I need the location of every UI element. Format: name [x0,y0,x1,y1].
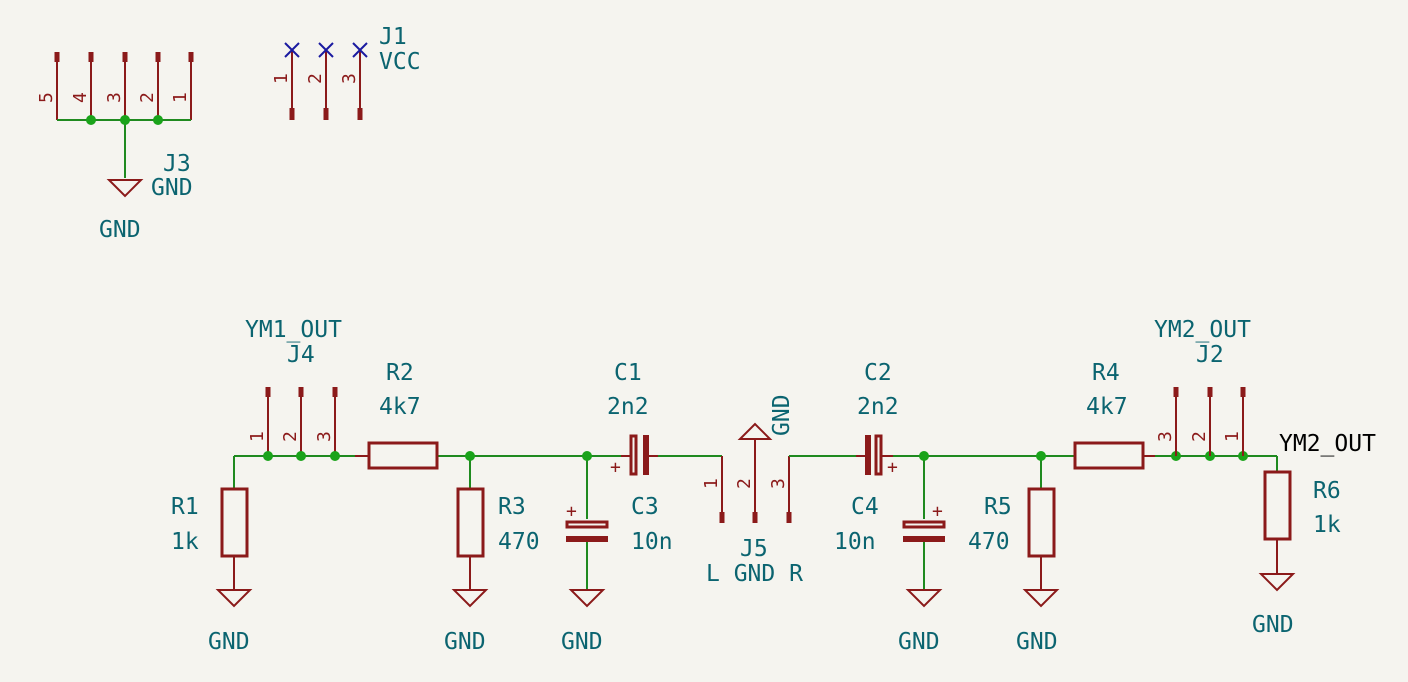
j3-pin-label: 3 [104,92,125,103]
j1-value: VCC [379,49,421,75]
no-connect-icon [352,42,368,58]
capacitor-c1[interactable]: + C1 2n2 [607,360,658,478]
gnd-label: GND [898,629,940,655]
junction-dot [582,451,592,461]
r6-ref: R6 [1313,478,1341,504]
gnd-symbol: GND [561,589,606,655]
j4-pin-label: 3 [314,431,335,442]
junction-dot [1036,451,1046,461]
j4-ref: J4 [287,342,315,368]
gnd-label: GND [1016,629,1058,655]
j1-pin-label: 2 [305,73,326,84]
junction-dot [86,115,96,125]
junction-dot [120,115,130,125]
j4-value: YM1_OUT [245,317,342,343]
connector-j1[interactable]: 1 2 3 J1 VCC [271,24,421,120]
connector-j2[interactable]: 3 2 1 YM2_OUT J2 [1154,317,1251,456]
r5-value: 470 [968,529,1010,555]
c4-ref: C4 [851,494,879,520]
junction-dot [919,451,929,461]
c4-value: 10n [834,529,876,555]
junction-dot [465,451,475,461]
j5-value: L GND R [706,561,803,587]
gnd-label: GND [769,394,795,436]
polarity-plus: + [566,501,577,522]
capacitor-c3[interactable]: + C3 10n [565,494,673,555]
r1-value: 1k [171,529,199,555]
gnd-symbol: GND [1252,573,1296,638]
resistor-r5[interactable]: R5 470 [968,487,1056,590]
connector-j3[interactable]: 5 4 3 2 1 J3 GND [36,52,194,201]
r1-ref: R1 [171,494,199,520]
r4-value: 4k7 [1086,394,1128,420]
j3-pin-label: 4 [70,92,91,103]
junction-dot [263,451,273,461]
j5-pin-label: 1 [701,478,722,489]
resistor-r3[interactable]: R3 470 [456,487,540,590]
gnd-label: GND [561,629,603,655]
resistor-r1[interactable]: R1 1k [171,487,249,590]
j4-pin-label: 1 [247,431,268,442]
gnd-symbol: GND [898,589,943,655]
j2-pin-label: 1 [1222,431,1243,442]
c2-value: 2n2 [857,394,899,420]
j3-ref: J3 [163,151,191,177]
r5-ref: R5 [984,494,1012,520]
j2-value: YM2_OUT [1154,317,1251,343]
j4-pin-label: 2 [280,431,301,442]
c2-ref: C2 [864,360,892,386]
j1-pin-label: 3 [339,73,360,84]
gnd-label: GND [99,217,141,243]
r4-ref: R4 [1092,360,1120,386]
resistor-r2[interactable]: R2 4k7 [355,360,439,470]
gnd-symbol: GND [444,589,489,655]
c1-ref: C1 [614,360,642,386]
j3-pin-label: 2 [137,92,158,103]
polarity-plus: + [887,457,898,478]
junction-dot [153,115,163,125]
r2-ref: R2 [386,360,414,386]
j3-value: GND [151,175,193,201]
c1-value: 2n2 [607,394,649,420]
j1-ref: J1 [379,24,407,50]
junction-dot [296,451,306,461]
gnd-label: GND [208,629,250,655]
gnd-symbol: GND [737,394,795,440]
resistor-r4[interactable]: R4 4k7 [1073,360,1155,470]
j5-ref: J5 [740,536,768,562]
connector-j5[interactable]: 1 2 3 J5 L GND R [701,440,803,587]
gnd-label: GND [1252,612,1294,638]
no-connect-icon [318,42,334,58]
r6-value: 1k [1313,512,1341,538]
j1-pin-label: 1 [271,73,292,84]
j5-pin-label: 3 [768,478,789,489]
r3-ref: R3 [498,494,526,520]
connector-j4[interactable]: 1 2 3 YM1_OUT J4 [245,317,342,456]
c3-value: 10n [631,529,673,555]
polarity-plus: + [932,501,943,522]
c3-ref: C3 [631,494,659,520]
gnd-label: GND [444,629,486,655]
polarity-plus: + [610,457,621,478]
j2-pin-label: 2 [1189,431,1210,442]
no-connect-icon [284,42,300,58]
resistor-r6[interactable]: R6 1k [1263,470,1341,574]
gnd-symbol: GND [208,589,253,655]
j3-pin-label: 1 [170,92,191,103]
r2-value: 4k7 [379,394,421,420]
j3-pin-label: 5 [36,92,57,103]
capacitor-c4[interactable]: + C4 10n [834,494,946,555]
j5-pin-label: 2 [734,478,755,489]
junction-dot [330,451,340,461]
j2-ref: J2 [1196,342,1224,368]
r3-value: 470 [498,529,540,555]
capacitor-c2[interactable]: + C2 2n2 [856,360,899,478]
gnd-symbol: GND [1016,589,1060,655]
gnd-symbol: GND [99,179,144,243]
j2-pin-label: 3 [1155,431,1176,442]
net-label-ym2-out: YM2_OUT [1279,431,1376,457]
